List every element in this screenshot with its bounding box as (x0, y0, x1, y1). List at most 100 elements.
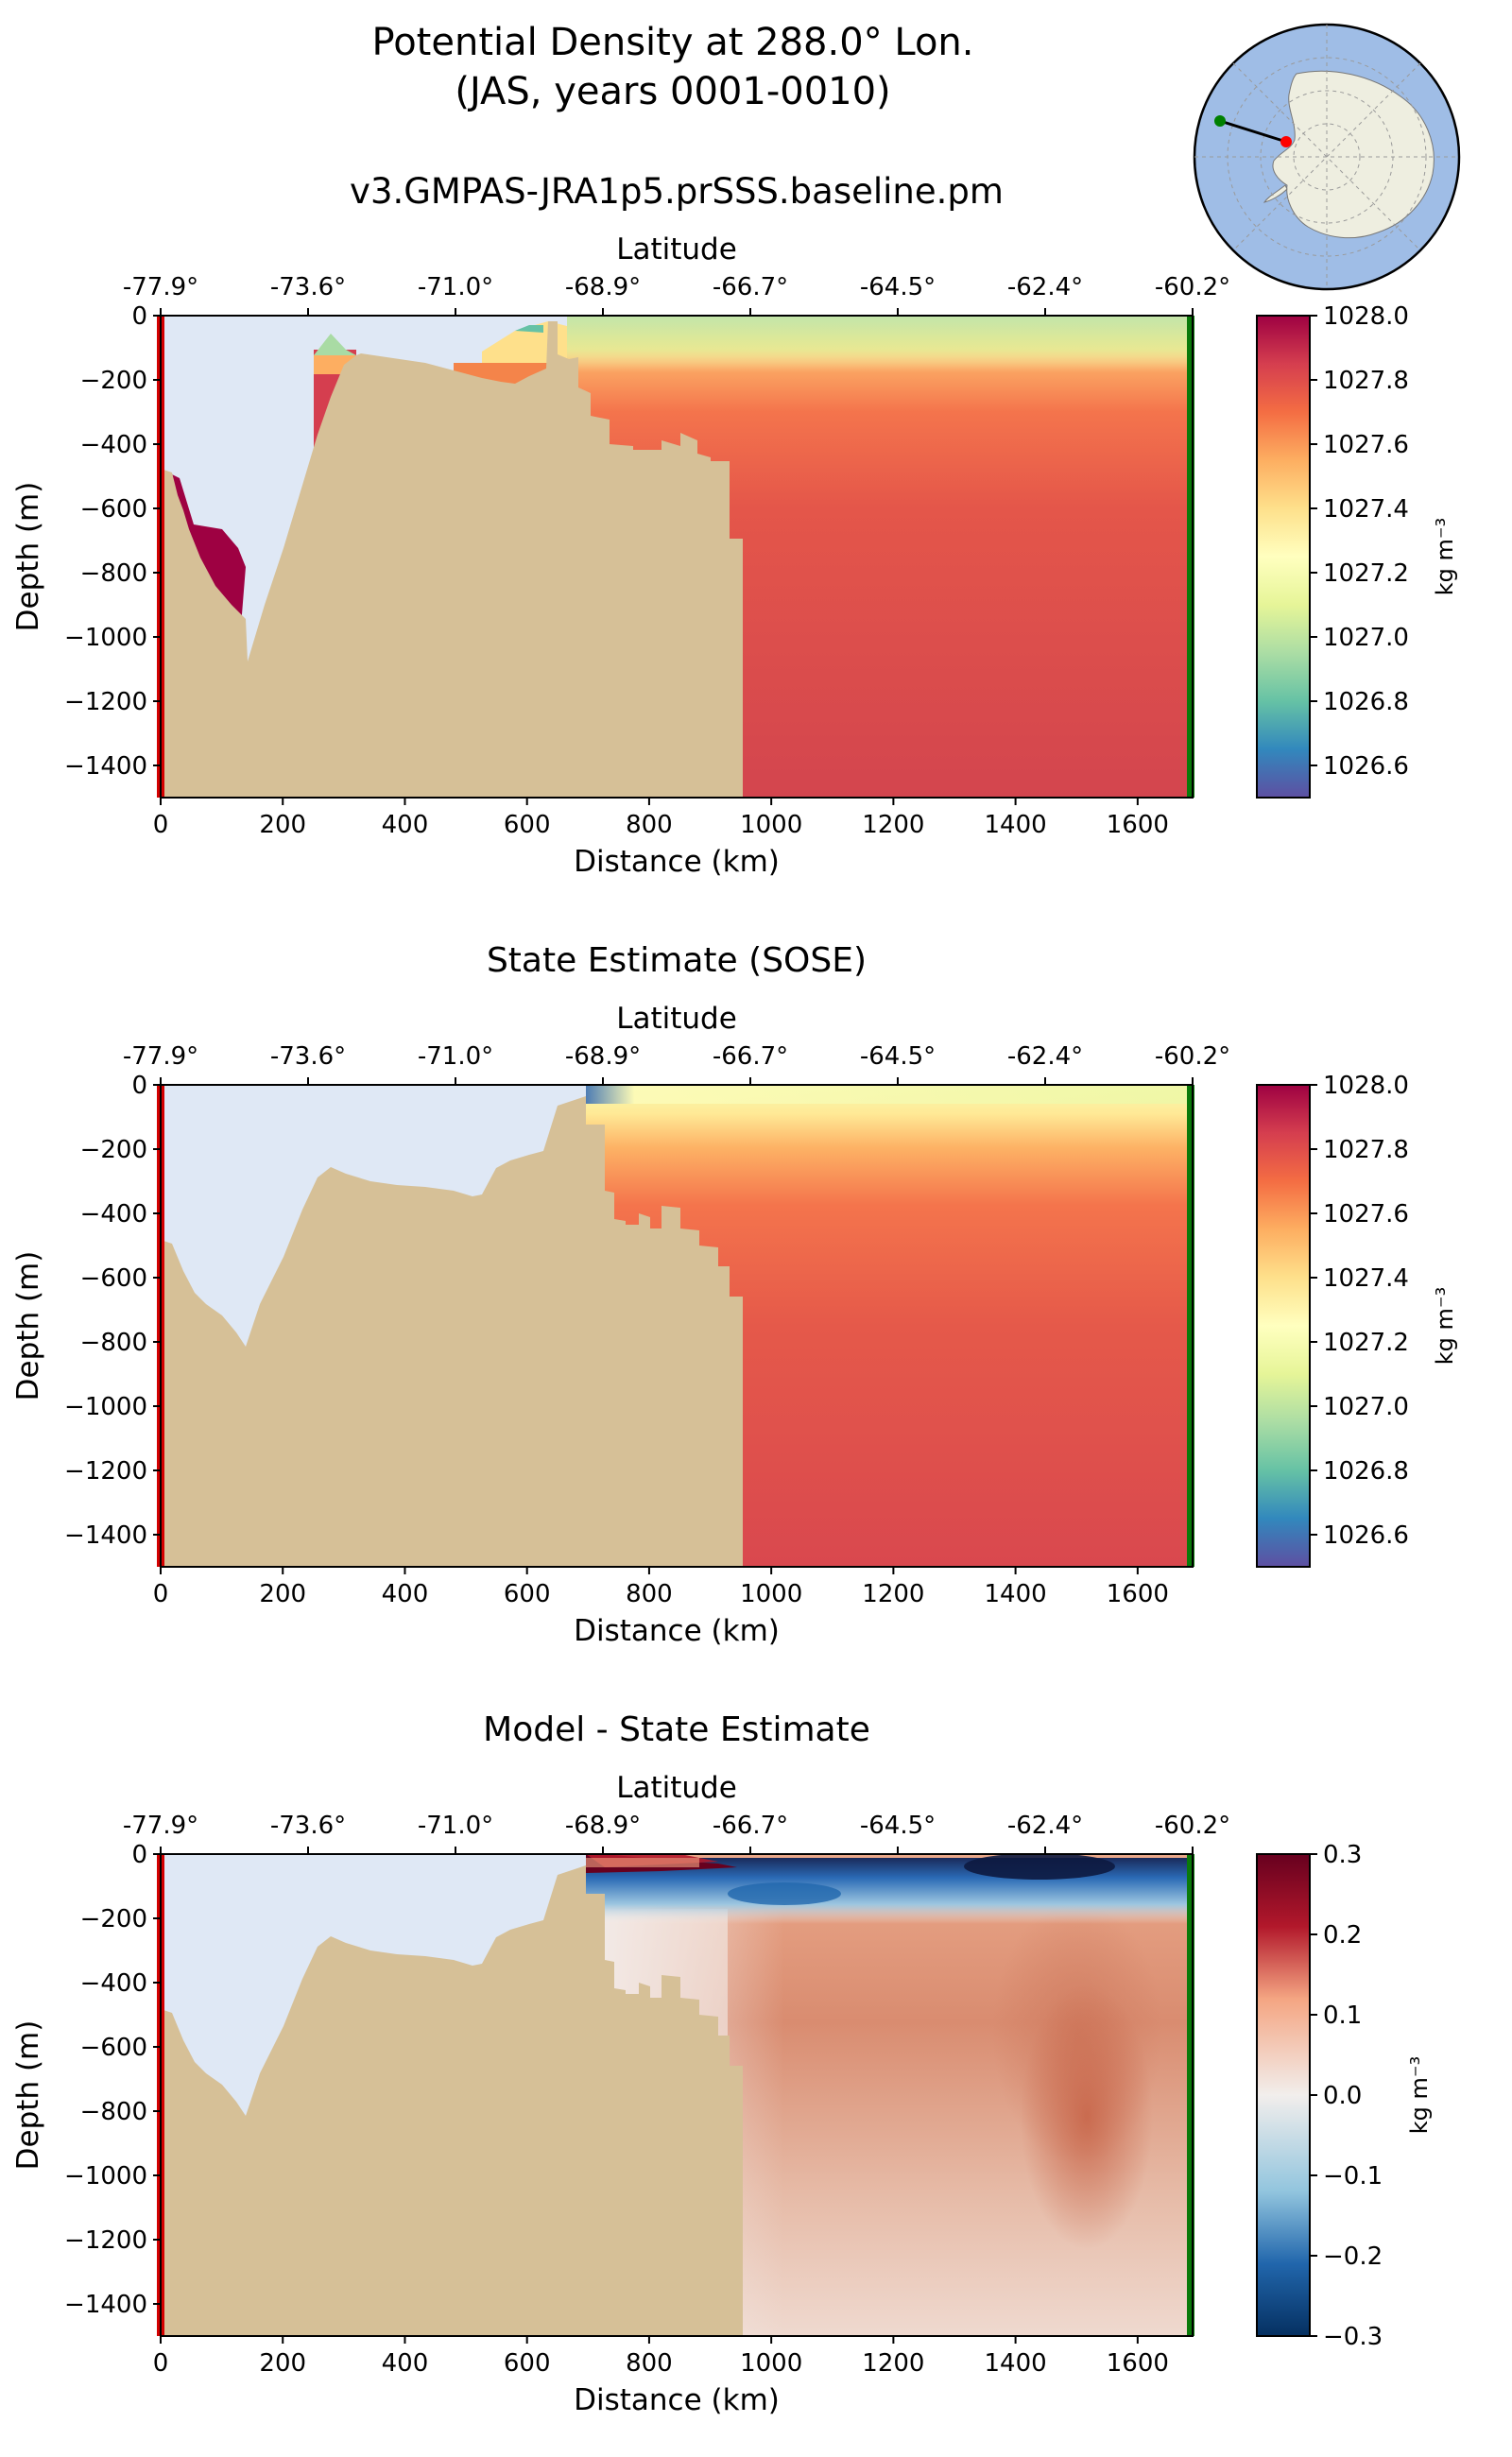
y-tick-label: −600 (80, 2034, 147, 2062)
y-tick-label: −1400 (64, 2291, 147, 2319)
x-axis-label: Distance (km) (574, 2383, 780, 2417)
plot-frame (160, 1084, 1194, 1568)
plot-frame (160, 1853, 1194, 2337)
y-tick-label: −200 (80, 1905, 147, 1933)
x-tick-label: 400 (382, 1580, 429, 1608)
colorbar-tick-label: 0.0 (1323, 2082, 1362, 2110)
figure-title: Potential Density at 288.0° Lon. (372, 21, 974, 64)
y-tick-label: −600 (80, 1264, 147, 1293)
colorbar-tick-label: 1027.8 (1323, 367, 1409, 395)
figure-subtitle: (JAS, years 0001-0010) (455, 70, 890, 113)
x-axis: 0 200 400 600 800 1000 1200 1400 1600 (153, 1567, 1169, 1608)
x-tick-label: 0 (153, 1580, 169, 1608)
lat-tick-label: -77.9° (123, 1812, 198, 1840)
x-tick-label: 1200 (862, 811, 924, 839)
colorbar-tick-label: 1026.6 (1323, 752, 1409, 781)
lat-axis: -77.9° -73.6° -71.0° -68.9° -66.7° -64.5° -62.… (123, 1042, 1230, 1085)
lat-tick-label: -77.9° (123, 273, 198, 301)
x-tick-label: 1000 (740, 2349, 802, 2378)
x-axis: 0 200 400 600 800 1000 1200 1400 1600 (153, 798, 1169, 839)
lat-tick-label: -62.4° (1007, 273, 1083, 301)
colorbar-tick-label: 1027.8 (1323, 1136, 1409, 1164)
y-tick-label: −1000 (64, 624, 147, 652)
lat-tick-label: -71.0° (418, 1812, 493, 1840)
colorbar-tick-label: 1027.4 (1323, 495, 1409, 524)
colorbar: 0.3 0.2 0.1 0.0 −0.1 −0.2 −0.3 kg m⁻³ (1256, 1841, 1433, 2351)
lat-tick-label: -62.4° (1007, 1812, 1083, 1840)
lat-tick-label: -60.2° (1155, 1042, 1230, 1071)
x-tick-label: 800 (626, 2349, 673, 2378)
x-tick-label: 600 (504, 2349, 551, 2378)
colorbar-tick-label: 1027.4 (1323, 1264, 1409, 1293)
colorbar-tick-label: −0.1 (1323, 2162, 1383, 2191)
y-tick-label: −1000 (64, 1393, 147, 1421)
colorbar-tick-label: 0.2 (1323, 1921, 1362, 1950)
colorbar-tick-label: 1027.2 (1323, 1329, 1409, 1357)
y-axis: 0 −200 −400 −600 −800 −1000 −1200 −1400 (64, 1072, 161, 1550)
bathymetry (161, 1096, 743, 1567)
y-tick-label: −1200 (64, 688, 147, 716)
y-tick-label: 0 (131, 1841, 147, 1869)
plot-area (157, 315, 1194, 799)
x-tick-label: 1200 (862, 2349, 924, 2378)
inset-end-marker (1214, 115, 1226, 127)
y-tick-label: −400 (80, 1969, 147, 1998)
y-tick-label: 0 (131, 1072, 147, 1100)
colorbar-label: kg m⁻³ (1432, 518, 1458, 595)
y-tick-label: −800 (80, 559, 147, 588)
y-axis: 0 −200 −400 −600 −800 −1000 −1200 −1400 (64, 302, 161, 781)
lat-tick-label: -62.4° (1007, 1042, 1083, 1071)
inset-polar-map (1193, 23, 1461, 291)
y-tick-label: −600 (80, 495, 147, 524)
y-tick-label: −800 (80, 1329, 147, 1357)
top-axis-label: Latitude (616, 1771, 737, 1805)
y-tick-label: −800 (80, 2098, 147, 2126)
x-tick-label: 1200 (862, 1580, 924, 1608)
colorbar-tick-label: 1026.8 (1323, 688, 1409, 716)
colorbar-tick-label: 1027.6 (1323, 1200, 1409, 1228)
lat-tick-label: -73.6° (270, 1042, 346, 1071)
x-axis-label: Distance (km) (574, 845, 780, 879)
y-tick-label: −1400 (64, 1521, 147, 1550)
colorbar-tick-label: 1027.0 (1323, 1393, 1409, 1421)
y-axis-label: Depth (m) (11, 482, 45, 632)
colorbar-tick-label: −0.3 (1323, 2323, 1383, 2351)
colorbar: 1028.0 1027.8 1027.6 1027.4 1027.2 1027.0 1026… (1256, 1072, 1458, 1568)
colorbar-label: kg m⁻³ (1406, 2056, 1433, 2134)
inset-start-marker (1280, 136, 1292, 147)
y-tick-label: −1200 (64, 2226, 147, 2255)
colorbar-tick-label: 1027.6 (1323, 431, 1409, 459)
top-axis-label: Latitude (616, 232, 737, 266)
y-tick-label: −1400 (64, 752, 147, 781)
y-axis: 0 −200 −400 −600 −800 −1000 −1200 −1400 (64, 1841, 161, 2319)
x-axis-label: Distance (km) (574, 1614, 780, 1648)
x-tick-label: 800 (626, 811, 673, 839)
x-tick-label: 1400 (985, 1580, 1047, 1608)
plot-frame (160, 315, 1194, 799)
y-axis-label: Depth (m) (11, 2020, 45, 2171)
top-axis-label: Latitude (616, 1002, 737, 1036)
y-tick-label: −1200 (64, 1457, 147, 1486)
x-tick-label: 0 (153, 811, 169, 839)
panel-difference: Model - State Estimate Latitude 0 200 400 6… (11, 1710, 1433, 2417)
x-tick-label: 1000 (740, 811, 802, 839)
lat-tick-label: -60.2° (1155, 273, 1230, 301)
y-tick-label: −200 (80, 367, 147, 395)
x-tick-label: 200 (259, 811, 306, 839)
colorbar-tick-label: 1028.0 (1323, 1072, 1409, 1100)
x-tick-label: 200 (259, 1580, 306, 1608)
lat-axis: -77.9° -73.6° -71.0° -68.9° -66.7° -64.5° -62.… (123, 273, 1230, 316)
x-tick-label: 200 (259, 2349, 306, 2378)
y-axis-label: Depth (m) (11, 1251, 45, 1401)
y-tick-label: −1000 (64, 2162, 147, 2191)
lat-axis: -77.9° -73.6° -71.0° -68.9° -66.7° -64.5° -62.… (123, 1812, 1230, 1854)
x-tick-label: 1600 (1107, 811, 1169, 839)
bathymetry (161, 1865, 743, 2336)
x-tick-label: 400 (382, 2349, 429, 2378)
colorbar-tick-label: 1027.0 (1323, 624, 1409, 652)
lat-tick-label: -66.7° (713, 1042, 788, 1071)
lat-tick-label: -64.5° (860, 1042, 936, 1071)
panel-sose: State Estimate (SOSE) Latitude 0 200 400 60… (11, 941, 1458, 1648)
x-tick-label: 600 (504, 811, 551, 839)
colorbar: 1028.0 1027.8 1027.6 1027.4 1027.2 1027.0 1026… (1256, 302, 1458, 799)
